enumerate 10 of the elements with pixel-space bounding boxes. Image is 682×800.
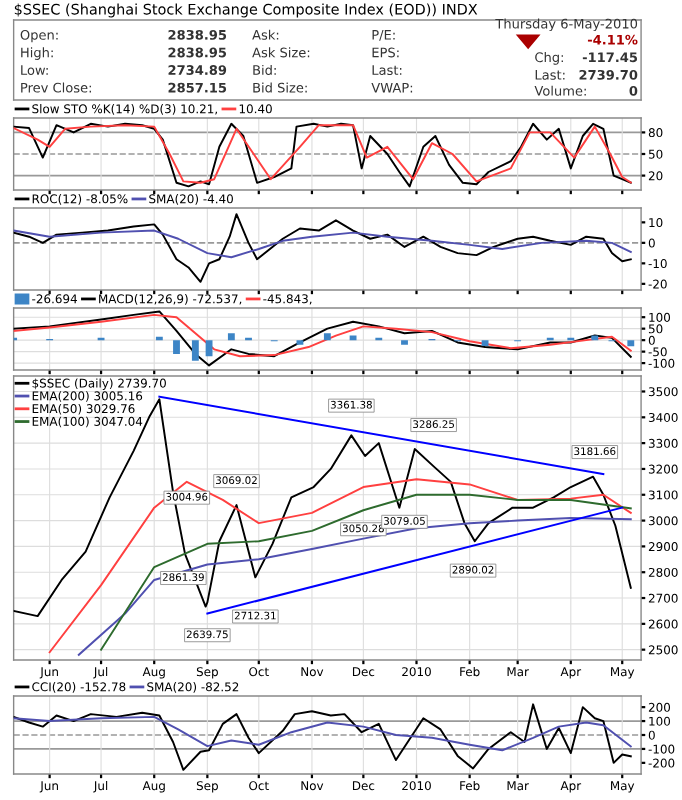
line-series [13, 310, 632, 367]
line-series [13, 229, 632, 259]
line-series [77, 517, 632, 656]
line-series [48, 478, 632, 654]
line-series [13, 398, 632, 618]
line-series [13, 703, 632, 771]
line-series [13, 213, 632, 283]
line-series [13, 715, 632, 752]
line-series [13, 313, 632, 358]
line-series [100, 493, 632, 651]
